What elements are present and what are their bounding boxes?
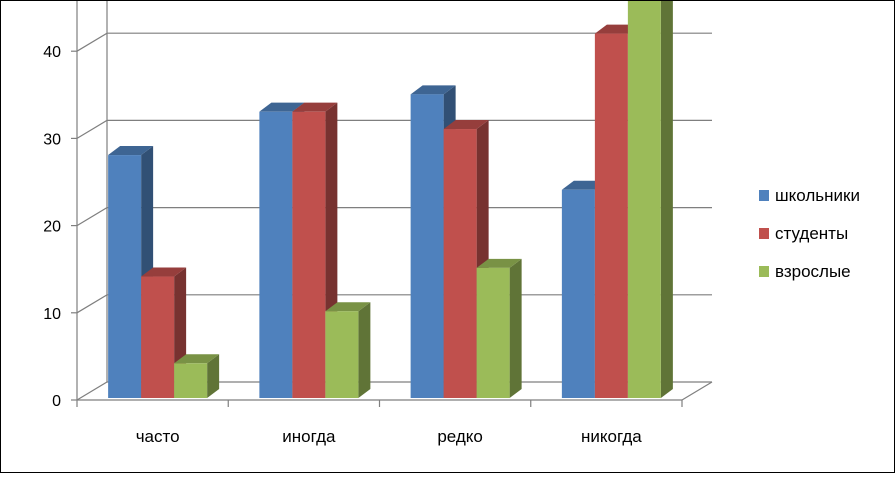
legend-label: взрослые — [775, 262, 851, 281]
y-tick-label: 10 — [43, 306, 61, 323]
bar-студенты — [141, 267, 187, 398]
bar-взрослые — [325, 302, 371, 398]
x-tick-label: редко — [437, 427, 483, 446]
legend-label: школьники — [775, 186, 860, 205]
floor-right-edge — [681, 381, 713, 401]
bar-взрослые — [174, 354, 220, 398]
y-tick-label: 40 — [43, 44, 61, 61]
y-tick-labels: 01020304050607080 — [43, 44, 61, 410]
axes — [71, 0, 713, 407]
chart-walls — [107, 0, 712, 382]
legend-item: взрослые — [759, 262, 851, 281]
x-tick-label: часто — [136, 427, 180, 446]
legend-item: школьники — [759, 186, 860, 205]
bar-взрослые — [476, 258, 522, 398]
y-tick-label: 30 — [43, 131, 61, 148]
x-tick-label: никогда — [581, 427, 642, 446]
bars — [108, 0, 673, 399]
bar-взрослые — [627, 0, 673, 399]
back-wall — [107, 0, 712, 382]
x-tick-labels: часто иногда редко никогда — [136, 427, 643, 446]
legend-swatch — [759, 228, 769, 239]
x-tick-label: иногда — [282, 427, 336, 446]
legend-item: студенты — [759, 224, 848, 243]
legend: школьники студенты взрослые — [759, 186, 860, 281]
y-tick-label: 0 — [52, 393, 61, 410]
y-tick-label: 20 — [43, 219, 61, 236]
legend-swatch — [759, 266, 769, 277]
legend-swatch — [759, 190, 769, 201]
legend-label: студенты — [775, 224, 848, 243]
